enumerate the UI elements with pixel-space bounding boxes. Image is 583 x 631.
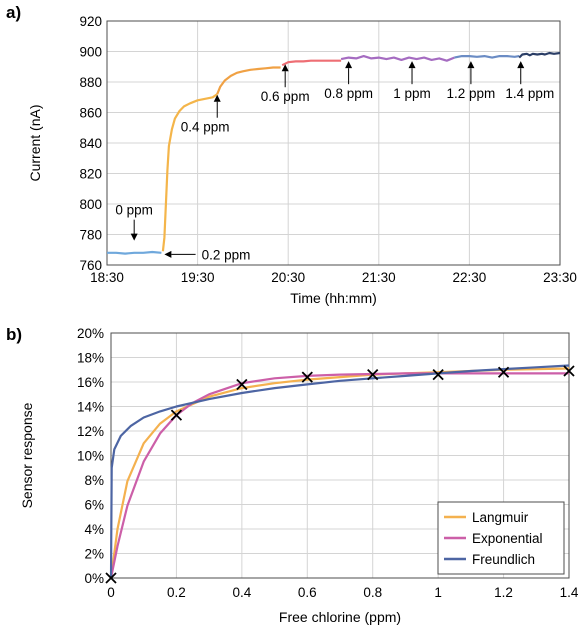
panel-a-annotation-label: 1.2 ppm [447, 86, 496, 101]
panel-a-y-tick-label: 860 [79, 106, 102, 121]
panel-a-y-tick-label: 800 [79, 197, 102, 212]
panel-b-data-point-marker [170, 409, 183, 421]
panel-a-annotation-arrowhead [408, 61, 416, 69]
panel-a: a) 760 780 800 820 840 860 880 900 920 18:30 19:3… [6, 3, 577, 306]
panel-b-legend-label-exponential: Exponential [472, 531, 543, 546]
panel-a-series-line-1 [107, 250, 162, 255]
panel-a-annotation-arrowhead [467, 61, 475, 69]
panel-b-label: b) [6, 325, 22, 344]
panel-b-y-tick-label: 18% [77, 351, 104, 366]
panel-b-x-tick-label: 0.8 [363, 585, 382, 600]
panel-b-y-tick-label: 8% [84, 473, 104, 488]
panel-a-annotation-label: 0.8 ppm [324, 86, 373, 101]
panel-b-x-tick-label: 0 [107, 585, 115, 600]
panel-b-data-point-marker [563, 365, 575, 377]
panel-a-annotation-arrowhead [164, 250, 172, 258]
panel-b-plot-frame [110, 332, 570, 579]
panel-a-x-tick-label: 20:30 [271, 270, 305, 285]
panel-a-annotations: 0 ppm 0.2 ppm 0.4 ppm 0.6 ppm 0.8 ppm 1 ppm 1.… [115, 61, 554, 262]
panel-b-y-tick-label: 10% [77, 449, 104, 464]
panel-a-annotation-arrowhead [517, 61, 525, 69]
panel-b-marker-stroke [367, 369, 379, 381]
panel-b-data-point-marker [301, 371, 313, 383]
panel-a-x-tick-label: 18:30 [90, 270, 124, 285]
panel-a-series-line-3 [216, 66, 281, 95]
panel-b-data-point-marker [367, 369, 379, 381]
panel-a-y-tick-label: 920 [79, 14, 102, 29]
panel-a-series [107, 51, 561, 255]
panel-b-x-tick-label: 1 [434, 585, 442, 600]
panel-a-y-tick-labels: 760 780 800 820 840 860 880 900 920 [79, 14, 102, 273]
panel-a-annotation-label: 1 ppm [393, 86, 431, 101]
panel-b-series-line-freundlich [109, 364, 570, 579]
panel-b-y-tick-label: 14% [77, 400, 104, 415]
panel-a-series-line-4 [281, 59, 342, 67]
panel-a-annotation-label: 0 ppm [115, 203, 153, 218]
panel-b-x-tick-label: 0.4 [232, 585, 251, 600]
panel-a-annotation-arrowhead [213, 94, 221, 102]
panel-a-series-line-5 [340, 54, 455, 62]
panel-b-x-tick-labels: 0 0.2 0.4 0.6 0.8 1 1.2 1.4 [107, 585, 579, 600]
panel-b: b) 0%2%4%6%8%10%12%14%16%18%20% 0 0.2 0.4 0… [6, 325, 579, 625]
panel-a-x-tick-label: 23:30 [543, 270, 577, 285]
panel-b-y-tick-label: 2% [84, 547, 104, 562]
panel-b-marker-stroke [301, 371, 313, 383]
panel-a-y-tick-label: 840 [79, 136, 102, 151]
panel-a-x-tick-label: 22:30 [453, 270, 487, 285]
panel-b-data-points [105, 365, 575, 584]
panel-b-marker-stroke [105, 572, 117, 584]
panel-b-x-tick-label: 1.2 [494, 585, 513, 600]
panel-b-series-line-exponential [109, 372, 569, 579]
panel-a-series-line-7 [518, 51, 561, 59]
panel-b-x-axis-title: Free chlorine (ppm) [279, 609, 401, 625]
panel-b-data-point-marker [236, 378, 248, 391]
panel-b-y-tick-label: 16% [77, 375, 104, 390]
panel-a-annotation-arrowhead [345, 61, 353, 69]
panel-b-y-tick-label: 12% [77, 424, 104, 439]
panel-a-annotation-label: 1.4 ppm [505, 86, 554, 101]
panel-b-data-point-marker [432, 369, 444, 381]
panel-a-y-tick-label: 760 [79, 258, 102, 273]
panel-b-x-tick-label: 0.2 [167, 585, 186, 600]
panel-a-annotation-label: 0.4 ppm [181, 120, 230, 135]
panel-a-y-tick-label: 880 [79, 75, 102, 90]
panel-b-y-axis-title: Sensor response [19, 402, 35, 508]
panel-a-label: a) [6, 3, 21, 22]
panel-b-marker-stroke [563, 365, 575, 377]
panel-b-marker-stroke [432, 369, 444, 381]
panel-b-marker-stroke [170, 409, 183, 421]
panel-b-legend-label-freundlich: Freundlich [472, 552, 535, 567]
panel-a-annotation-label: 0.2 ppm [202, 247, 251, 262]
panel-b-y-tick-label: 6% [84, 498, 104, 513]
panel-a-y-tick-label: 900 [79, 45, 102, 60]
panel-b-y-tick-labels: 0% 2% 4% 6% 8% 10% 12% 14% 16% 18% 20% [77, 326, 104, 586]
panel-a-annotation-arrowhead [281, 64, 289, 72]
panel-b-legend: Langmuir Exponential Freundlich [437, 501, 565, 575]
panel-a-annotation-arrowhead [130, 233, 138, 241]
panel-b-y-tick-label: 20% [77, 326, 104, 341]
panel-a-x-axis-title: Time (hh:mm) [290, 290, 377, 306]
panel-a-plot-frame [106, 20, 561, 266]
panel-b-y-tick-label: 0% [84, 571, 104, 586]
panel-b-data-point-marker [105, 572, 117, 584]
panel-a-x-tick-labels: 18:30 19:30 20:30 21:30 22:30 23:30 [90, 270, 577, 285]
panel-a-x-tick-label: 19:30 [181, 270, 215, 285]
panel-b-x-tick-label: 0.6 [298, 585, 317, 600]
panel-a-y-tick-label: 780 [79, 228, 102, 243]
panel-a-annotation-label: 0.6 ppm [261, 89, 310, 104]
panel-b-marker-stroke [497, 366, 510, 378]
panel-a-x-tick-label: 21:30 [362, 270, 396, 285]
panel-b-y-tick-label: 4% [84, 522, 104, 537]
panel-b-marker-stroke [236, 378, 248, 391]
panel-b-legend-label-langmuir: Langmuir [472, 510, 529, 525]
panel-b-x-tick-label: 1.4 [560, 585, 579, 600]
panel-b-series [109, 364, 570, 579]
panel-a-series-line-2 [161, 93, 218, 252]
panel-b-data-point-marker [497, 366, 510, 378]
panel-a-series-line-6 [454, 54, 520, 59]
panel-a-y-axis-title: Current (nA) [27, 104, 43, 181]
panel-a-y-tick-label: 820 [79, 167, 102, 182]
